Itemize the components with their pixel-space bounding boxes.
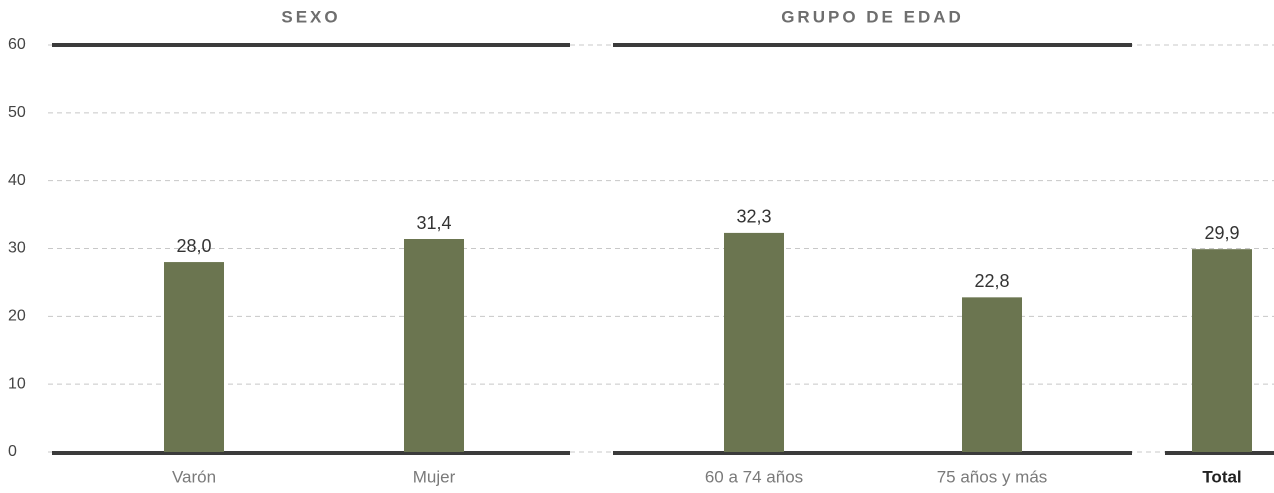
y-tick-label: 50 (8, 104, 26, 121)
value-label: 32,3 (736, 207, 771, 227)
bar (404, 239, 464, 452)
y-tick-label: 40 (8, 172, 26, 189)
value-label: 29,9 (1204, 223, 1239, 243)
bar (962, 297, 1022, 452)
group-title: GRUPO DE EDAD (781, 7, 964, 26)
bar (164, 262, 224, 452)
y-tick-label: 20 (8, 308, 26, 325)
x-tick-label: Varón (172, 467, 216, 486)
y-tick-label: 10 (8, 375, 26, 392)
x-tick-label: Mujer (413, 467, 456, 486)
bar (1192, 249, 1252, 452)
value-label: 31,4 (416, 213, 451, 233)
y-tick-label: 30 (8, 240, 26, 257)
group-title: SEXO (281, 7, 340, 26)
bar (724, 232, 784, 452)
y-tick-label: 60 (8, 36, 26, 53)
x-tick-label: Total (1202, 467, 1241, 486)
y-tick-label: 0 (8, 443, 17, 460)
value-label: 22,8 (974, 271, 1009, 291)
x-tick-label: 60 a 74 años (705, 467, 803, 486)
x-tick-label: 75 años y más (937, 467, 1048, 486)
value-label: 28,0 (176, 236, 211, 256)
